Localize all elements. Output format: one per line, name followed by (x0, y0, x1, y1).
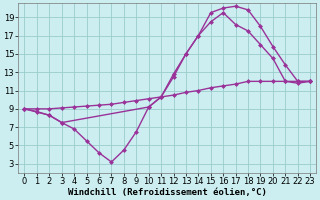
X-axis label: Windchill (Refroidissement éolien,°C): Windchill (Refroidissement éolien,°C) (68, 188, 267, 197)
